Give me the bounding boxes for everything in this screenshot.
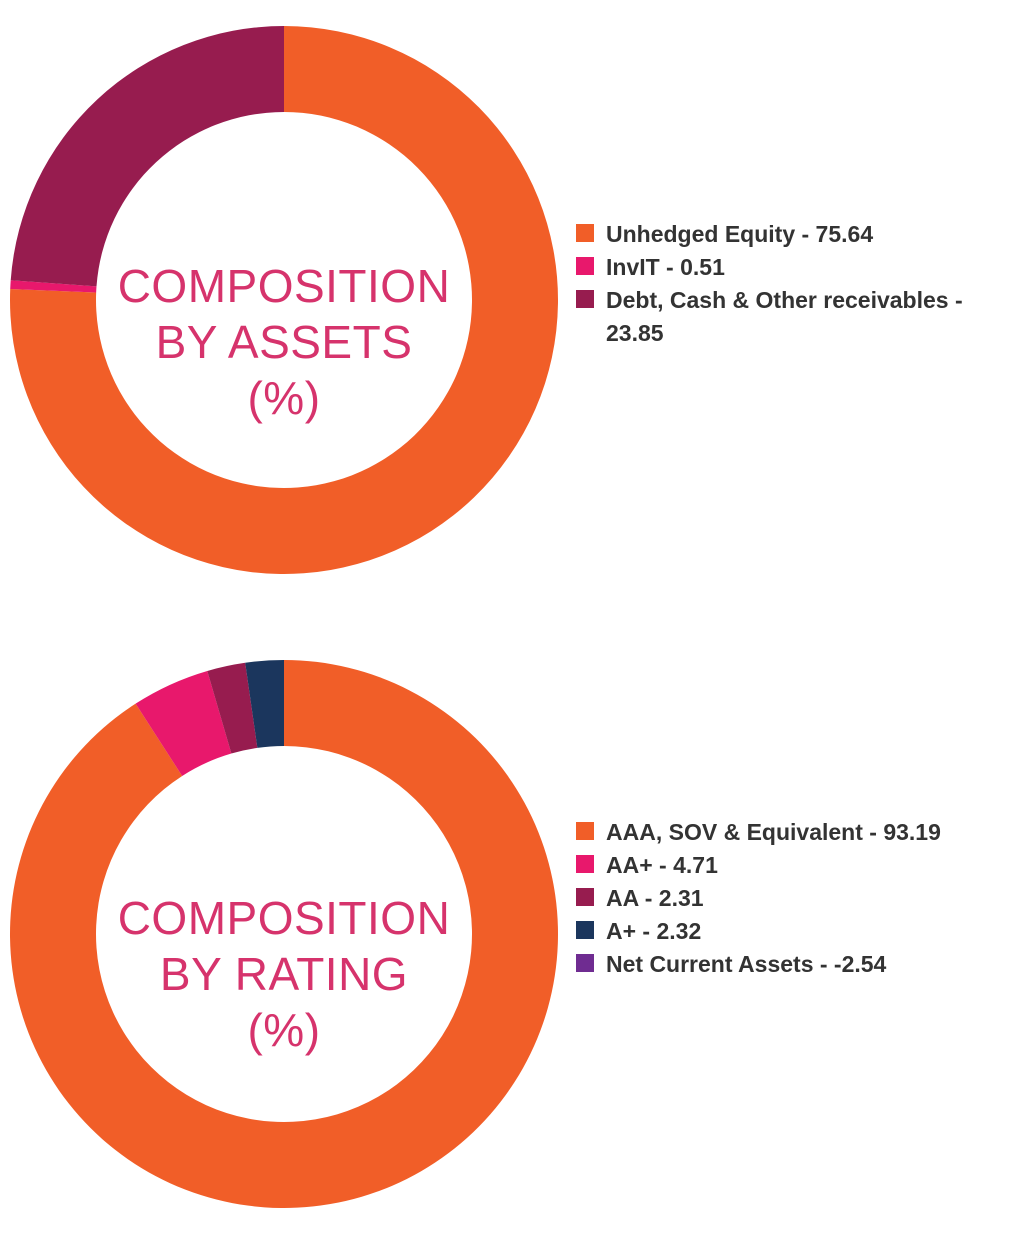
assets-legend-label: InvIT - 0.51 <box>606 254 725 280</box>
assets-title-line-3: (%) <box>247 372 321 424</box>
assets-legend-swatch <box>576 290 594 308</box>
assets-legend-item: Unhedged Equity - 75.64 <box>576 218 996 251</box>
rating-slice-aa <box>207 662 258 754</box>
rating-title-line-1: COMPOSITION <box>117 892 451 944</box>
rating-slice-aa <box>135 670 232 776</box>
assets-legend-swatch <box>576 224 594 242</box>
assets-slice-invit <box>10 280 97 293</box>
rating-legend-label: AA+ - 4.71 <box>606 852 718 878</box>
assets-legend: Unhedged Equity - 75.64 InvIT - 0.51 Debt,… <box>576 218 996 350</box>
assets-donut <box>9 26 559 575</box>
assets-slice-unhedged-equity <box>9 26 559 575</box>
assets-legend-swatch <box>576 257 594 275</box>
rating-legend-item: AA - 2.31 <box>576 882 996 915</box>
rating-legend-swatch <box>576 822 594 840</box>
assets-title-line-1: COMPOSITION <box>117 260 451 312</box>
rating-legend-item: Net Current Assets - -2.54 <box>576 948 996 981</box>
rating-center-title: COMPOSITION BY RATING (%) <box>84 890 484 1058</box>
rating-legend-swatch <box>576 855 594 873</box>
rating-legend-swatch <box>576 921 594 939</box>
rating-legend-label: AA - 2.31 <box>606 885 704 911</box>
rating-legend-item: AA+ - 4.71 <box>576 849 996 882</box>
assets-legend-item: InvIT - 0.51 <box>576 251 996 284</box>
rating-legend-item: AAA, SOV & Equivalent - 93.19 <box>576 816 996 849</box>
assets-legend-label: Unhedged Equity - 75.64 <box>606 221 874 247</box>
rating-legend-item: A+ - 2.32 <box>576 915 996 948</box>
assets-legend-label: Debt, Cash & Other receivables - 23.85 <box>606 287 963 346</box>
rating-legend: AAA, SOV & Equivalent - 93.19 AA+ - 4.71 A… <box>576 816 996 981</box>
rating-title-line-3: (%) <box>247 1004 321 1056</box>
rating-legend-swatch <box>576 888 594 906</box>
rating-slice-aaa-sov-equivalent <box>9 660 558 1208</box>
composition-by-rating-chart: COMPOSITION BY RATING (%) AAA, SOV & Equ… <box>0 634 1011 1234</box>
assets-center-title: COMPOSITION BY ASSETS (%) <box>84 258 484 426</box>
rating-slice-a <box>245 660 284 748</box>
rating-title-line-2: BY RATING <box>159 948 409 1000</box>
rating-legend-label: A+ - 2.32 <box>606 918 702 944</box>
composition-by-assets-chart: COMPOSITION BY ASSETS (%) Unhedged Equit… <box>0 0 1011 600</box>
rating-legend-swatch <box>576 954 594 972</box>
assets-slice-debt-cash-other-receivables <box>10 26 285 287</box>
rating-legend-label: Net Current Assets - -2.54 <box>606 951 887 977</box>
rating-donut <box>9 660 558 1208</box>
rating-legend-label: AAA, SOV & Equivalent - 93.19 <box>606 819 941 845</box>
assets-legend-item: Debt, Cash & Other receivables - 23.85 <box>576 284 996 350</box>
assets-title-line-2: BY ASSETS <box>155 316 413 368</box>
